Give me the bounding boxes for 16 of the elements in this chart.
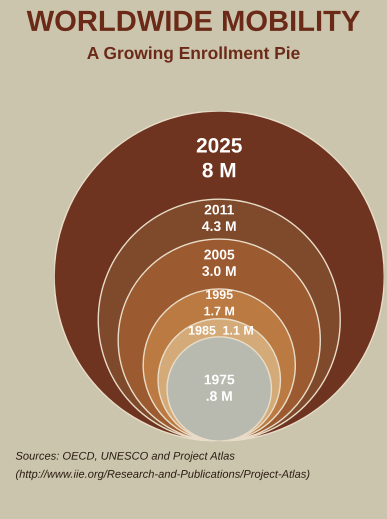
category-label: 2025 [196,138,242,153]
data-label: 3.0 M [202,266,236,276]
text: WORLDWIDE MOBILITY [26,10,360,32]
text: A Growing Enrollment Pie [87,46,300,63]
data-label: 1.7 M [204,306,234,316]
category-label: 1995 [206,290,233,299]
category-label: 2011 [204,204,234,215]
data-label: 4.3 M [202,221,236,232]
category-label: 2005 [204,250,234,260]
data-label: 8 M [202,162,236,178]
source-note: Sources: OECD, UNESCO and Project Atlas [16,452,235,462]
category-label: 1985 [188,326,216,335]
data-label: 1.1 M [223,326,253,335]
data-label: .8 M [206,391,232,401]
category-label: 1975 [204,374,234,384]
text: (http://www.iie.org/Research-and-Publications/Project-Atlas) [16,470,310,480]
